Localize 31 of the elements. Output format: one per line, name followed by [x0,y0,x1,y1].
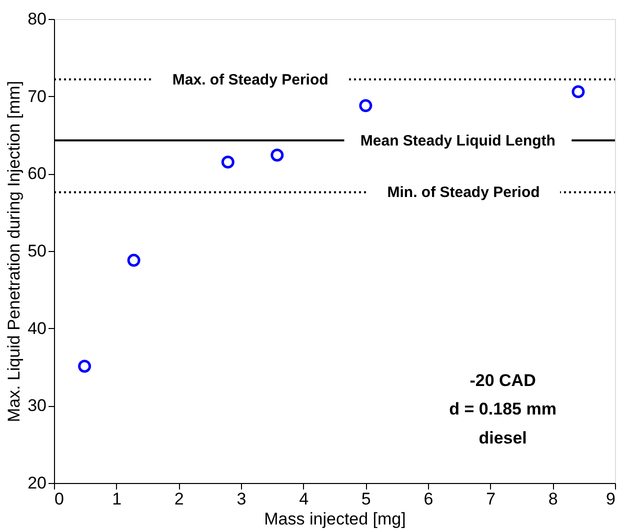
point [572,85,585,98]
y-tick-label: 20 [28,474,46,492]
x-tick-label: 1 [112,490,122,508]
x-tick-label: 7 [486,490,496,508]
annotation: d = 0.185 mm [449,400,556,419]
y-tick-label: 80 [28,10,46,28]
x-tick-label: 3 [236,490,246,508]
x-axis-title: Mass injected [mg] [264,510,406,528]
x-tick-label: 0 [54,490,64,508]
y-tick-label: 30 [28,396,46,416]
x-tick-label: 2 [174,490,184,508]
ref-line-label: Min. of Steady Period [387,184,540,202]
x-tick-label: 5 [361,490,371,508]
y-tick-label: 70 [28,86,46,106]
y-tick-label: 60 [28,164,46,184]
annotation: diesel [478,428,527,448]
y-tick-label: 50 [28,242,46,260]
x-tick-label: 8 [548,490,558,508]
ref-line-label: Max. of Steady Period [172,71,328,88]
x-tick-label: 9 [606,490,616,508]
x-tick-label: 4 [299,490,309,508]
annotation: -20 CAD [470,370,536,390]
x-tick-label: 6 [424,490,434,508]
y-tick-label: 40 [28,318,46,338]
point [78,360,92,373]
ref-line-label: Mean Steady Liquid Length [360,132,556,150]
y-axis-title: Max. Liquid Penetration during Injection [mm] [4,80,24,422]
point [221,156,234,169]
point [270,148,284,162]
point [127,254,140,267]
point [359,99,372,112]
